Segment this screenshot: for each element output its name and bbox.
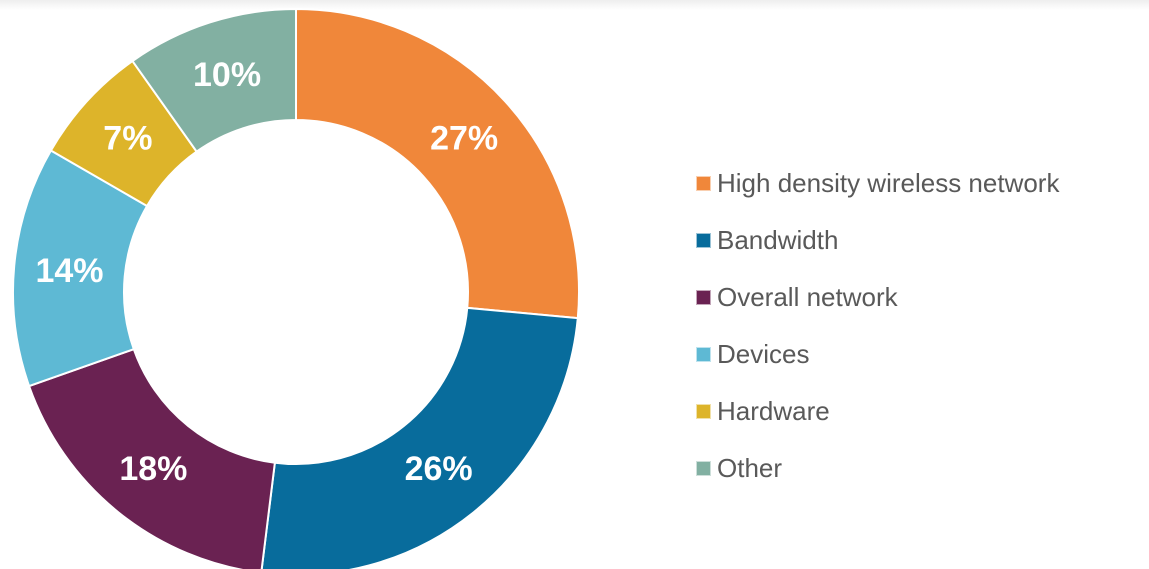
legend-item-other: Other xyxy=(696,449,1059,487)
legend-item-devices: Devices xyxy=(696,335,1059,373)
legend-label: Devices xyxy=(717,338,810,369)
legend-label: Overall network xyxy=(717,281,898,312)
slice-label-overall-network: 18% xyxy=(119,450,187,488)
slice-high-density-wireless-network xyxy=(295,7,580,320)
legend-item-overall-network: Overall network xyxy=(696,278,1059,316)
slice-other xyxy=(131,7,297,154)
donut-chart: 27% 26% 18% 14% 7% 10% xyxy=(12,7,580,569)
slice-label-bandwidth: 26% xyxy=(405,450,473,488)
legend-label: Bandwidth xyxy=(717,224,839,255)
donut-slices xyxy=(12,7,580,569)
legend-swatch xyxy=(696,403,711,419)
slice-labels: 27% 26% 18% 14% 7% 10% xyxy=(35,56,498,488)
legend-swatch xyxy=(696,289,711,305)
slice-bandwidth xyxy=(260,306,579,569)
legend: High density wireless network Bandwidth Ov… xyxy=(696,164,1059,506)
legend-item-bandwidth: Bandwidth xyxy=(696,221,1059,259)
legend-label: Other xyxy=(717,452,783,483)
legend-label: Hardware xyxy=(717,395,830,426)
slice-label-hardware: 7% xyxy=(103,120,152,158)
legend-item-high-density-wireless-network: High density wireless network xyxy=(696,164,1059,202)
legend-swatch xyxy=(696,232,711,248)
slice-label-high-density-wireless-network: 27% xyxy=(430,120,498,158)
slice-overall-network xyxy=(27,347,276,569)
slice-label-other: 10% xyxy=(193,56,261,94)
legend-swatch xyxy=(696,346,711,362)
top-gradient-band xyxy=(0,0,1149,10)
legend-label: High density wireless network xyxy=(717,167,1060,198)
legend-swatch xyxy=(696,175,711,191)
slice-label-devices: 14% xyxy=(35,252,103,290)
legend-item-hardware: Hardware xyxy=(696,392,1059,430)
legend-swatch xyxy=(696,460,711,476)
